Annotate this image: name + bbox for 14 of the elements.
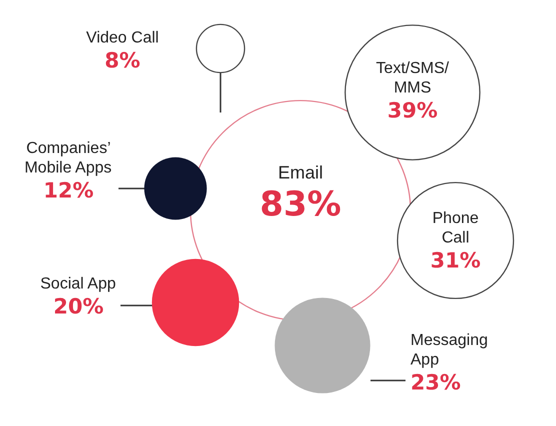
data-label: 83% bbox=[260, 184, 342, 224]
category-label: Messaging App bbox=[410, 332, 488, 368]
data-label: 23% bbox=[410, 370, 461, 394]
category-label: Video Call bbox=[86, 30, 159, 46]
data-label: 8% bbox=[104, 48, 140, 72]
category-label: Companies’ Mobile Apps bbox=[24, 140, 112, 176]
category-label: Text/SMS/ MMS bbox=[376, 60, 450, 96]
data-label: 39% bbox=[387, 98, 438, 122]
category-label: Social App bbox=[40, 276, 116, 292]
data-label: 12% bbox=[43, 178, 94, 202]
category-label: Email bbox=[278, 162, 324, 182]
data-label: 20% bbox=[53, 294, 104, 318]
data-label: 31% bbox=[430, 248, 481, 272]
category-label: Phone Call bbox=[432, 210, 479, 246]
